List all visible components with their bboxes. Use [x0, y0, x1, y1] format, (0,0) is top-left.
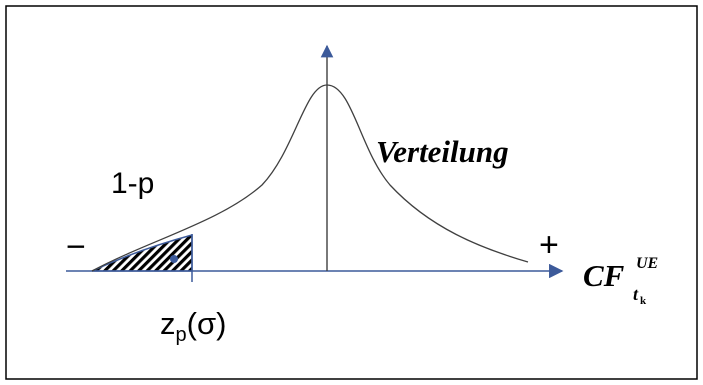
tail-label: 1-p [111, 167, 154, 200]
axis-label: CF [583, 258, 625, 293]
quantile-label-subscript: p [176, 324, 187, 346]
quantile-label-argument: (σ) [187, 306, 227, 341]
distribution-curve [91, 84, 529, 272]
quantile-label-main: z [160, 306, 176, 341]
minus-sign: − [66, 228, 86, 266]
tail-area [91, 234, 193, 272]
quantile-label: zp(σ) [160, 306, 226, 346]
figure-frame [5, 5, 698, 380]
axis-label-subscript: t [633, 284, 639, 304]
axis-label-sub-subscript: k [640, 295, 647, 307]
axis-label-superscript: UE [636, 255, 658, 272]
axis-label-main: CF [583, 258, 625, 293]
distribution-label: Verteilung [376, 134, 509, 169]
tail-pointer-dot [170, 255, 178, 263]
plus-sign: + [539, 226, 559, 264]
